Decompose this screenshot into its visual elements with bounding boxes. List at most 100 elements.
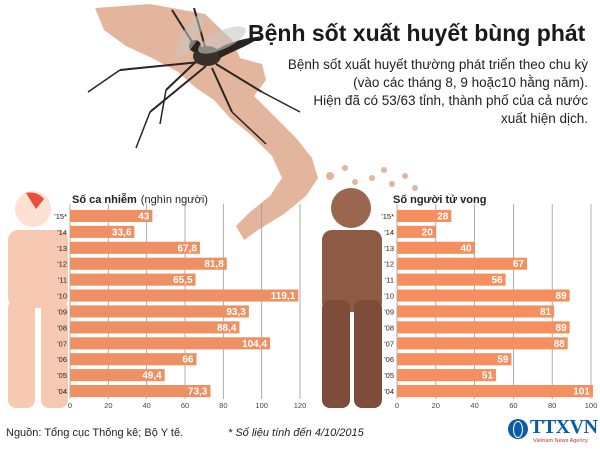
bar-value-label: 88 [554, 339, 566, 350]
bar [70, 273, 196, 286]
x-tick-label: 80 [219, 401, 227, 410]
bar [70, 369, 165, 382]
bar [70, 384, 211, 398]
bar [397, 273, 506, 286]
x-tick-label: 20 [104, 401, 112, 410]
death-figure-icon [322, 188, 382, 408]
death-bar-chart: 0 20 40 60 80 100 Số người tử vong '15* 28 '14 20 '… [381, 194, 597, 410]
page-title: Bệnh sốt xuất huyết bùng phát [248, 20, 586, 46]
bar-value-label: 66 [182, 355, 194, 366]
chart-title: Số ca nhiễm (nghìn người) [72, 193, 208, 206]
category-label: '09 [57, 307, 67, 316]
island-dot [369, 175, 375, 181]
category-label: '05 [57, 371, 67, 380]
island-dot [381, 167, 387, 173]
bar-value-label: 67,8 [177, 243, 197, 254]
bar [397, 209, 452, 223]
island-dot [352, 179, 358, 185]
island-dot [412, 185, 418, 191]
bar [70, 289, 299, 302]
category-label: '04 [384, 387, 394, 396]
bar-value-label: 59 [497, 355, 509, 366]
bar-value-label: 40 [460, 243, 472, 254]
x-tick-label: 60 [509, 401, 517, 410]
infection-bar-chart: 0 20 40 60 80 100 120 Số ca nhiễm (nghìn người) '… [54, 193, 306, 410]
infection-figure-icon [8, 191, 68, 408]
logo-text: TTXVN [530, 416, 598, 438]
category-label: '06 [384, 355, 394, 364]
category-label: '14 [57, 228, 67, 237]
bar [397, 321, 570, 334]
bar [397, 353, 512, 366]
chart-title-main: Số người tử vong [393, 194, 486, 206]
category-label: '13 [57, 244, 67, 253]
island-dot [389, 181, 395, 187]
agency-logo: TTXVN Vietnam News Agency [506, 416, 598, 446]
bar-value-label: 101 [573, 387, 590, 398]
bar [70, 225, 135, 238]
globe-icon [508, 419, 528, 439]
bar-value-label: 65,5 [173, 275, 193, 286]
bar [397, 289, 570, 302]
category-label: '07 [384, 339, 394, 348]
bar [397, 369, 496, 382]
x-tick-label: 40 [470, 401, 478, 410]
bar [70, 209, 153, 223]
bar-value-label: 33,6 [112, 227, 132, 238]
bar [70, 337, 271, 350]
island-dot [342, 165, 348, 171]
category-label: '13 [384, 244, 394, 253]
bar [70, 305, 249, 318]
category-label: '10 [57, 292, 67, 301]
category-label: '15* [54, 212, 67, 221]
x-tick-label: 0 [395, 401, 399, 410]
category-label: '12 [57, 260, 67, 269]
bar-value-label: 89 [556, 323, 568, 334]
bar [397, 337, 568, 350]
bar-value-label: 56 [492, 275, 504, 286]
bar [397, 305, 555, 318]
chart-title: Số người tử vong [393, 194, 486, 206]
category-label: '14 [384, 228, 394, 237]
category-label: '15* [381, 212, 394, 221]
category-label: '12 [384, 260, 394, 269]
bar-value-label: 81 [540, 307, 552, 318]
bar-value-label: 93,3 [226, 307, 246, 318]
description-line: (vào các tháng 8, 9 hoặc10 hằng năm). [353, 75, 588, 90]
description-line: Hiện đã có 53/63 tỉnh, thành phố của cả … [313, 93, 588, 108]
x-tick-label: 80 [548, 401, 556, 410]
mosquito-illustration [87, 7, 301, 149]
bar [70, 321, 240, 334]
logo-subtitle: Vietnam News Agency [533, 438, 588, 444]
x-tick-label: 100 [255, 401, 268, 410]
description-line: Bệnh sốt xuất huyết thường phát triển th… [287, 57, 588, 72]
bar [70, 257, 227, 270]
chart-title-unit: (nghìn người) [141, 194, 208, 206]
source-note: Nguồn: Tổng cục Thống kê; Bộ Y tế. [6, 427, 184, 439]
x-tick-label: 60 [181, 401, 189, 410]
x-tick-label: 0 [68, 401, 72, 410]
category-label: '08 [384, 323, 394, 332]
category-label: '08 [57, 323, 67, 332]
bar-value-label: 43 [138, 211, 150, 222]
category-label: '09 [384, 307, 394, 316]
bar-value-label: 67 [513, 259, 525, 270]
bar [397, 241, 475, 254]
bar-value-label: 88,4 [217, 323, 237, 334]
description-line: xuất hiện dịch. [500, 111, 588, 126]
island-dot [402, 173, 408, 179]
description-text: Bệnh sốt xuất huyết thường phát triển th… [258, 56, 588, 128]
bar-value-label: 49,4 [142, 371, 162, 382]
data-date-note: * Số liệu tính đến 4/10/2015 [228, 427, 364, 439]
category-label: '07 [57, 339, 67, 348]
chart-title-main: Số ca nhiễm [72, 193, 137, 206]
bar-value-label: 20 [422, 227, 434, 238]
bar [70, 353, 197, 366]
category-label: '05 [384, 371, 394, 380]
category-label: '06 [57, 355, 67, 364]
category-label: '11 [58, 276, 67, 285]
bar [397, 384, 593, 398]
bar-value-label: 51 [482, 371, 494, 382]
bar [70, 241, 200, 254]
